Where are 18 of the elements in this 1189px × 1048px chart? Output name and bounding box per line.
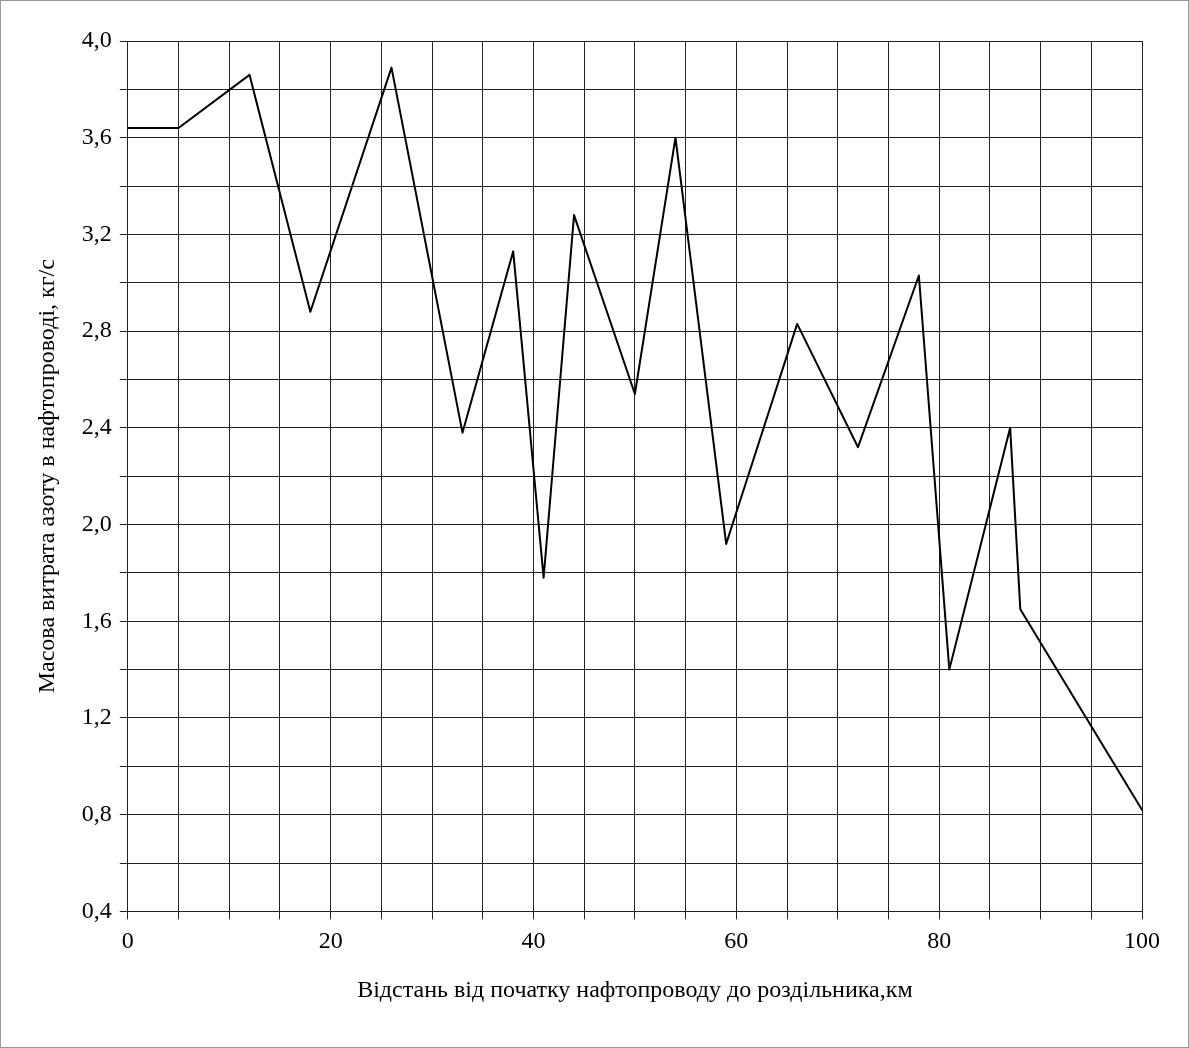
- y-tick-label: 0,8: [81, 799, 112, 826]
- y-tick-label: 1,6: [81, 606, 112, 633]
- y-axis-title: Масова витрата азоту в нафтопроводі, кг/с: [32, 259, 59, 694]
- y-tick-label: 2,8: [81, 316, 112, 343]
- x-tick-label: 0: [121, 927, 134, 954]
- x-tick-label: 60: [724, 927, 749, 954]
- x-tick-label: 20: [318, 927, 343, 954]
- x-tick-label: 40: [521, 927, 546, 954]
- x-tick-label: 80: [927, 927, 952, 954]
- y-tick-label: 0,4: [81, 896, 112, 923]
- y-tick-label: 2,0: [81, 509, 112, 536]
- y-tick-label: 2,4: [81, 413, 112, 440]
- y-tick-label: 4,0: [81, 26, 112, 53]
- x-tick-label: 100: [1124, 927, 1160, 954]
- y-tick-label: 1,2: [81, 703, 112, 730]
- x-axis-title: Відстань від початку нафтопроводу до роздільника,км: [357, 975, 913, 1002]
- y-tick-label: 3,2: [81, 219, 112, 246]
- y-tick-label: 3,6: [81, 123, 112, 150]
